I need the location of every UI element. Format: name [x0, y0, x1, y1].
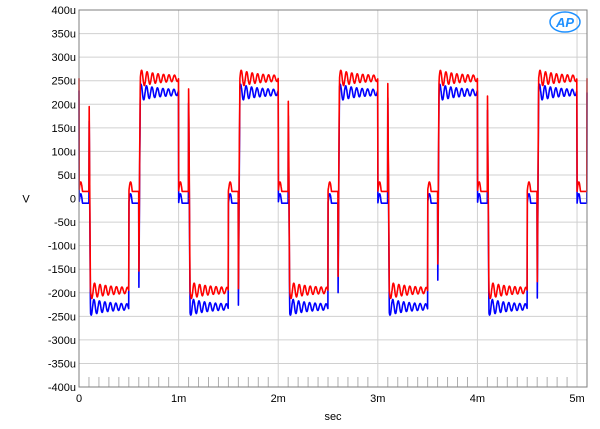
ap-logo: AP	[549, 11, 581, 33]
y-tick-label: -250u	[48, 311, 76, 323]
y-tick-label: 100u	[52, 146, 76, 158]
series-line-0	[78, 69, 588, 300]
ap-logo-text: AP	[555, 15, 574, 30]
x-axis-title: sec	[324, 411, 342, 423]
y-tick-labels: 400u 350u 300u 250u 200u 150u 100u 50u 0 -50u -100…	[48, 5, 76, 394]
y-tick-label: -50u	[54, 217, 76, 229]
y-tick-label: -100u	[48, 241, 76, 253]
series-layer	[78, 69, 588, 316]
series-line-1	[78, 83, 588, 316]
y-tick-label: 400u	[52, 5, 76, 17]
y-tick-label: 200u	[52, 99, 76, 111]
minor-ticks	[88, 377, 568, 387]
y-tick-label: 350u	[52, 29, 76, 41]
x-tick-label: 0	[76, 393, 82, 405]
x-tick-label: 1m	[171, 393, 186, 405]
y-tick-label: 50u	[58, 170, 76, 182]
y-tick-label: 250u	[52, 76, 76, 88]
y-tick-label: -150u	[48, 264, 76, 276]
x-tick-label: 3m	[370, 393, 385, 405]
y-tick-label: -300u	[48, 335, 76, 347]
ap-logo-ring	[549, 11, 581, 33]
y-tick-label: 300u	[52, 52, 76, 64]
y-tick-label: 0	[70, 194, 76, 206]
y-tick-label: -350u	[48, 358, 76, 370]
plot-frame	[78, 9, 588, 388]
x-tick-label: 5m	[569, 393, 584, 405]
y-tick-label: -200u	[48, 288, 76, 300]
x-tick-labels: 0 1m 2m 3m 4m 5m	[76, 393, 585, 405]
x-tick-label: 2m	[271, 393, 286, 405]
x-tick-label: 4m	[470, 393, 485, 405]
y-axis-title: V	[22, 194, 30, 206]
y-tick-label: 150u	[52, 123, 76, 135]
y-tick-label: -400u	[48, 382, 76, 394]
